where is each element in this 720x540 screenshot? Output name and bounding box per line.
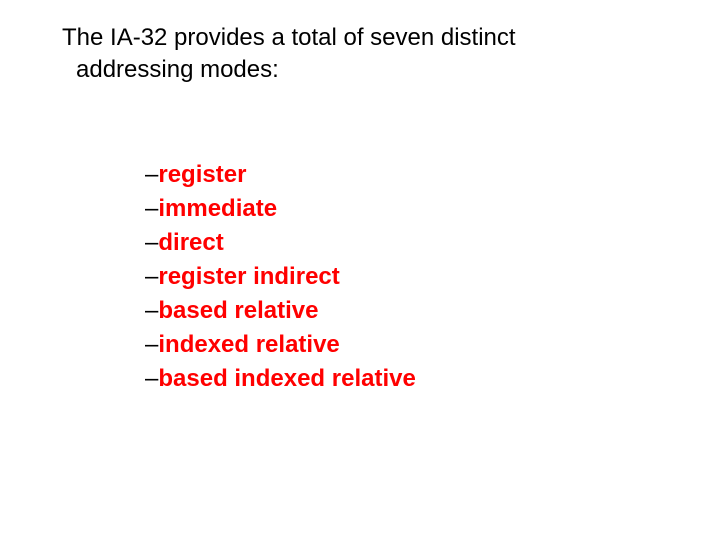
addressing-modes-list: –register –immediate –direct –register i…: [145, 158, 416, 397]
list-item: –direct: [145, 226, 416, 260]
slide: The IA-32 provides a total of seven dist…: [0, 0, 720, 540]
list-item: –register indirect: [145, 260, 416, 294]
intro-line2: addressing modes:: [62, 56, 279, 83]
dash: –: [145, 161, 158, 188]
item-label: direct: [158, 229, 223, 256]
list-item: –register: [145, 158, 416, 192]
item-label: register indirect: [158, 263, 339, 290]
dash: –: [145, 229, 158, 256]
intro-line1: The IA-32 provides a total of seven dist…: [62, 24, 516, 51]
list-item: –based indexed relative: [145, 362, 416, 396]
dash: –: [145, 195, 158, 222]
item-label: indexed relative: [158, 331, 339, 358]
item-label: immediate: [158, 195, 277, 222]
list-item: –indexed relative: [145, 328, 416, 362]
list-item: –immediate: [145, 192, 416, 226]
item-label: based indexed relative: [158, 365, 415, 392]
list-item: –based relative: [145, 294, 416, 328]
dash: –: [145, 331, 158, 358]
intro-text: The IA-32 provides a total of seven dist…: [62, 22, 672, 87]
item-label: register: [158, 161, 246, 188]
dash: –: [145, 263, 158, 290]
item-label: based relative: [158, 297, 318, 324]
dash: –: [145, 297, 158, 324]
dash: –: [145, 365, 158, 392]
